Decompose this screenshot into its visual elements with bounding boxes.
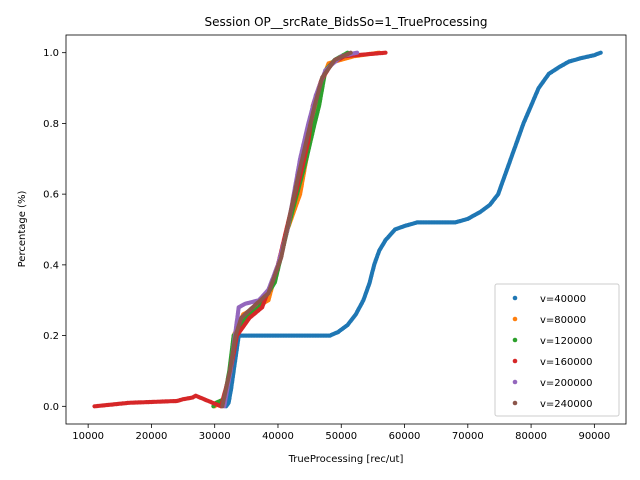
- y-axis-label: Percentage (%): [17, 191, 28, 268]
- x-tick-label: 30000: [199, 431, 231, 442]
- x-tick-label: 90000: [578, 431, 610, 442]
- legend-label: v=160000: [540, 357, 592, 368]
- series-v-240000: [220, 50, 353, 409]
- x-tick-label: 60000: [389, 431, 421, 442]
- legend-label: v=200000: [540, 378, 592, 389]
- series-v-40000: [224, 50, 603, 409]
- x-tick-label: 20000: [136, 431, 168, 442]
- legend-label: v=40000: [540, 294, 586, 305]
- legend-marker: [512, 337, 518, 343]
- data-points: [92, 50, 603, 409]
- y-tick-label: 0.4: [43, 260, 59, 271]
- y-axis-ticks: 0.0 0.2 0.4 0.6 0.8 1.0: [43, 48, 66, 413]
- legend-marker: [512, 316, 518, 322]
- x-tick-label: 50000: [325, 431, 357, 442]
- x-tick-label: 10000: [72, 431, 104, 442]
- legend-marker: [512, 379, 518, 385]
- data-point: [598, 50, 603, 55]
- data-point: [355, 50, 360, 55]
- y-tick-label: 0.2: [43, 331, 59, 342]
- x-axis-label: TrueProcessing [rec/ut]: [288, 454, 404, 465]
- legend-marker: [512, 358, 518, 364]
- legend-label: v=240000: [540, 399, 592, 410]
- plot-frame: [65, 34, 627, 425]
- legend-label: v=120000: [540, 336, 592, 347]
- legend-label: v=80000: [540, 315, 586, 326]
- y-tick-label: 0.8: [43, 119, 59, 130]
- legend-marker: [512, 400, 518, 406]
- data-point: [383, 50, 388, 55]
- x-tick-label: 80000: [515, 431, 547, 442]
- y-tick-label: 0.0: [43, 402, 59, 413]
- x-axis-ticks: 10000 20000 30000 40000 50000 60000 70000 80000…: [72, 424, 610, 442]
- data-point: [348, 50, 353, 55]
- chart-title: Session OP__srcRate_BidsSo=1_TrueProcess…: [205, 15, 488, 29]
- x-tick-label: 40000: [262, 431, 294, 442]
- legend-box: [494, 283, 620, 417]
- y-tick-label: 0.6: [43, 190, 59, 201]
- y-tick-label: 1.0: [43, 48, 59, 59]
- legend-marker: [512, 295, 518, 301]
- x-tick-label: 70000: [452, 431, 484, 442]
- legend: v=40000 v=80000 v=120000 v=160000 v=200000 v=…: [494, 283, 620, 417]
